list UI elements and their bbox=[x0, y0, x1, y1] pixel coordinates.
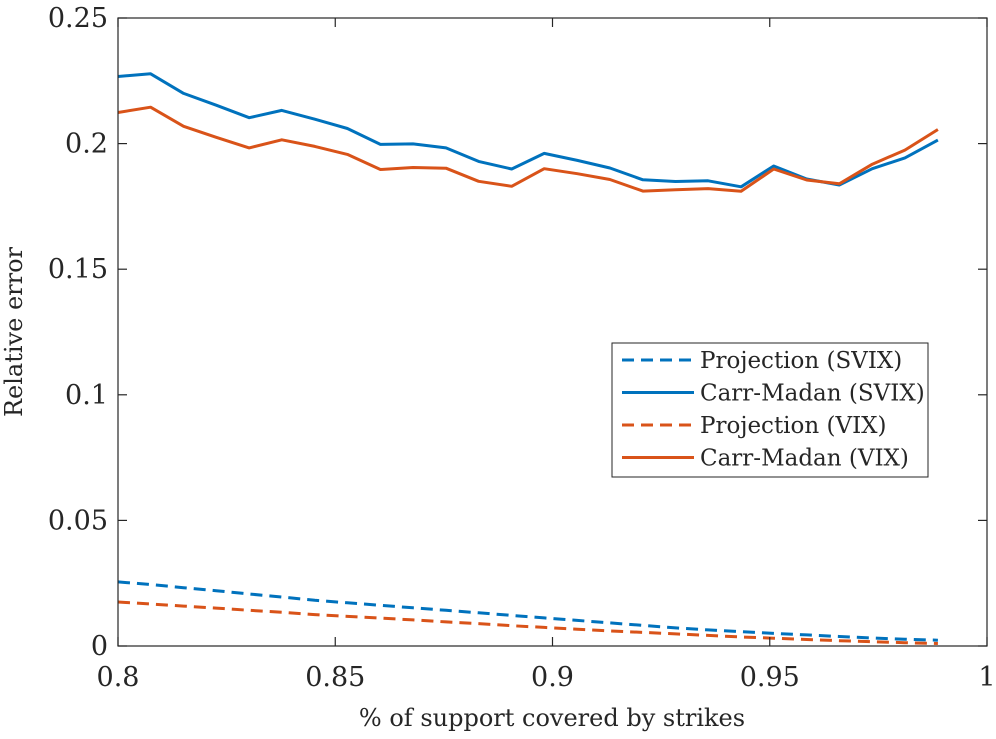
y-tick-label: 0 bbox=[91, 631, 108, 662]
legend-label: Carr-Madan (VIX) bbox=[700, 446, 909, 472]
legend-box bbox=[611, 342, 929, 478]
series-layer bbox=[117, 72, 939, 645]
y-axis: 0 0.05 0.1 0.15 0.2 0.25 bbox=[48, 3, 987, 662]
series-line-projection-svix bbox=[117, 580, 938, 642]
x-tick-label: 0.8 bbox=[97, 662, 140, 693]
series-line-projection-vix bbox=[117, 600, 938, 645]
y-tick-label: 0.05 bbox=[48, 505, 108, 536]
plot-area bbox=[118, 18, 987, 646]
y-axis-label: Relative error bbox=[0, 246, 28, 417]
y-tick-label: 0.25 bbox=[48, 3, 108, 34]
series-line-carr-madan-vix bbox=[117, 105, 939, 193]
y-tick-label: 0.2 bbox=[65, 129, 108, 160]
x-tick-label: 0.85 bbox=[305, 662, 365, 693]
legend[interactable]: Projection (SVIX) Carr-Madan (SVIX) Projec… bbox=[611, 342, 929, 478]
legend-label: Carr-Madan (SVIX) bbox=[700, 381, 925, 407]
legend-entries: Projection (SVIX) Carr-Madan (SVIX) Projec… bbox=[622, 348, 925, 472]
x-tick-label: 1 bbox=[978, 662, 995, 693]
legend-label: Projection (SVIX) bbox=[700, 348, 902, 374]
legend-label: Projection (VIX) bbox=[700, 413, 887, 439]
x-axis: 0.8 0.85 0.9 0.95 1 bbox=[97, 18, 996, 693]
y-tick-label: 0.1 bbox=[65, 380, 108, 411]
x-axis-label: % of support covered by strikes bbox=[359, 704, 745, 732]
x-tick-label: 0.95 bbox=[740, 662, 800, 693]
x-tick-label: 0.9 bbox=[531, 662, 574, 693]
y-tick-label: 0.15 bbox=[48, 254, 108, 285]
